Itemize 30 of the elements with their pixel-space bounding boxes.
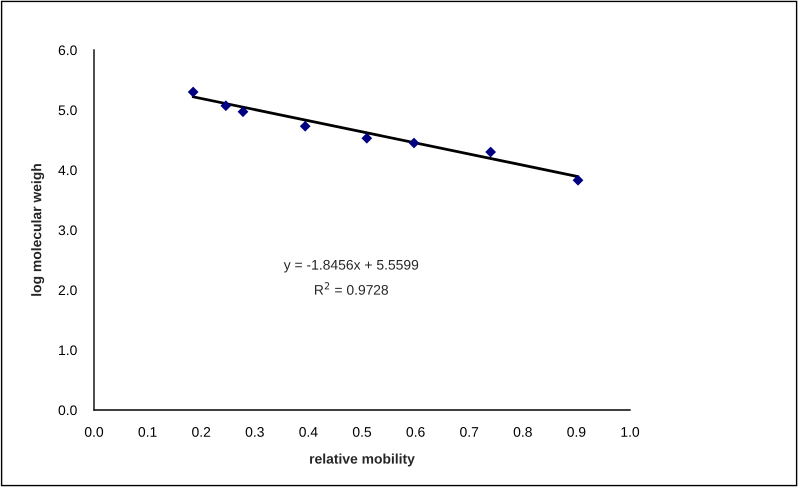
point [220,100,232,112]
y-axis-title: log molecular weigh [31,164,44,296]
point [485,146,496,158]
x-tick-label: 0.6 [406,427,425,437]
x-tick-label: 0.4 [299,427,318,437]
y-tick-label: 1.0 [59,345,77,356]
y-tick-label: 0.0 [58,405,77,416]
annotation: R$^{2}$ = 0.9728 [314,282,388,295]
x-tick-label: 0.0 [84,427,104,437]
point [361,132,372,144]
x-tick-label: 0.8 [514,427,532,437]
point [238,106,248,118]
point [572,174,584,186]
x-tick-label: 0.9 [567,427,586,437]
y-tick-label: 2.0 [58,285,77,296]
x-tick-label: 0.5 [352,427,372,437]
x-tick-label: 0.7 [460,427,478,437]
x-tick-label: 1.0 [621,427,640,437]
point [408,138,420,148]
point [300,120,311,132]
y-tick-label: 3.0 [58,225,77,236]
y-tick-label: 5.0 [58,105,77,116]
y-tick-label: 6.0 [58,45,77,56]
y-tick-label: 4.0 [58,165,77,176]
annotation: y = -1.8456x + 5.5599 [284,260,418,272]
x-tick-label: 0.2 [192,427,210,437]
x-axis-title: relative mobility [310,454,415,466]
x-tick-label: 0.3 [246,427,264,437]
x-tick-label: 0.1 [138,427,157,437]
point [188,86,199,98]
